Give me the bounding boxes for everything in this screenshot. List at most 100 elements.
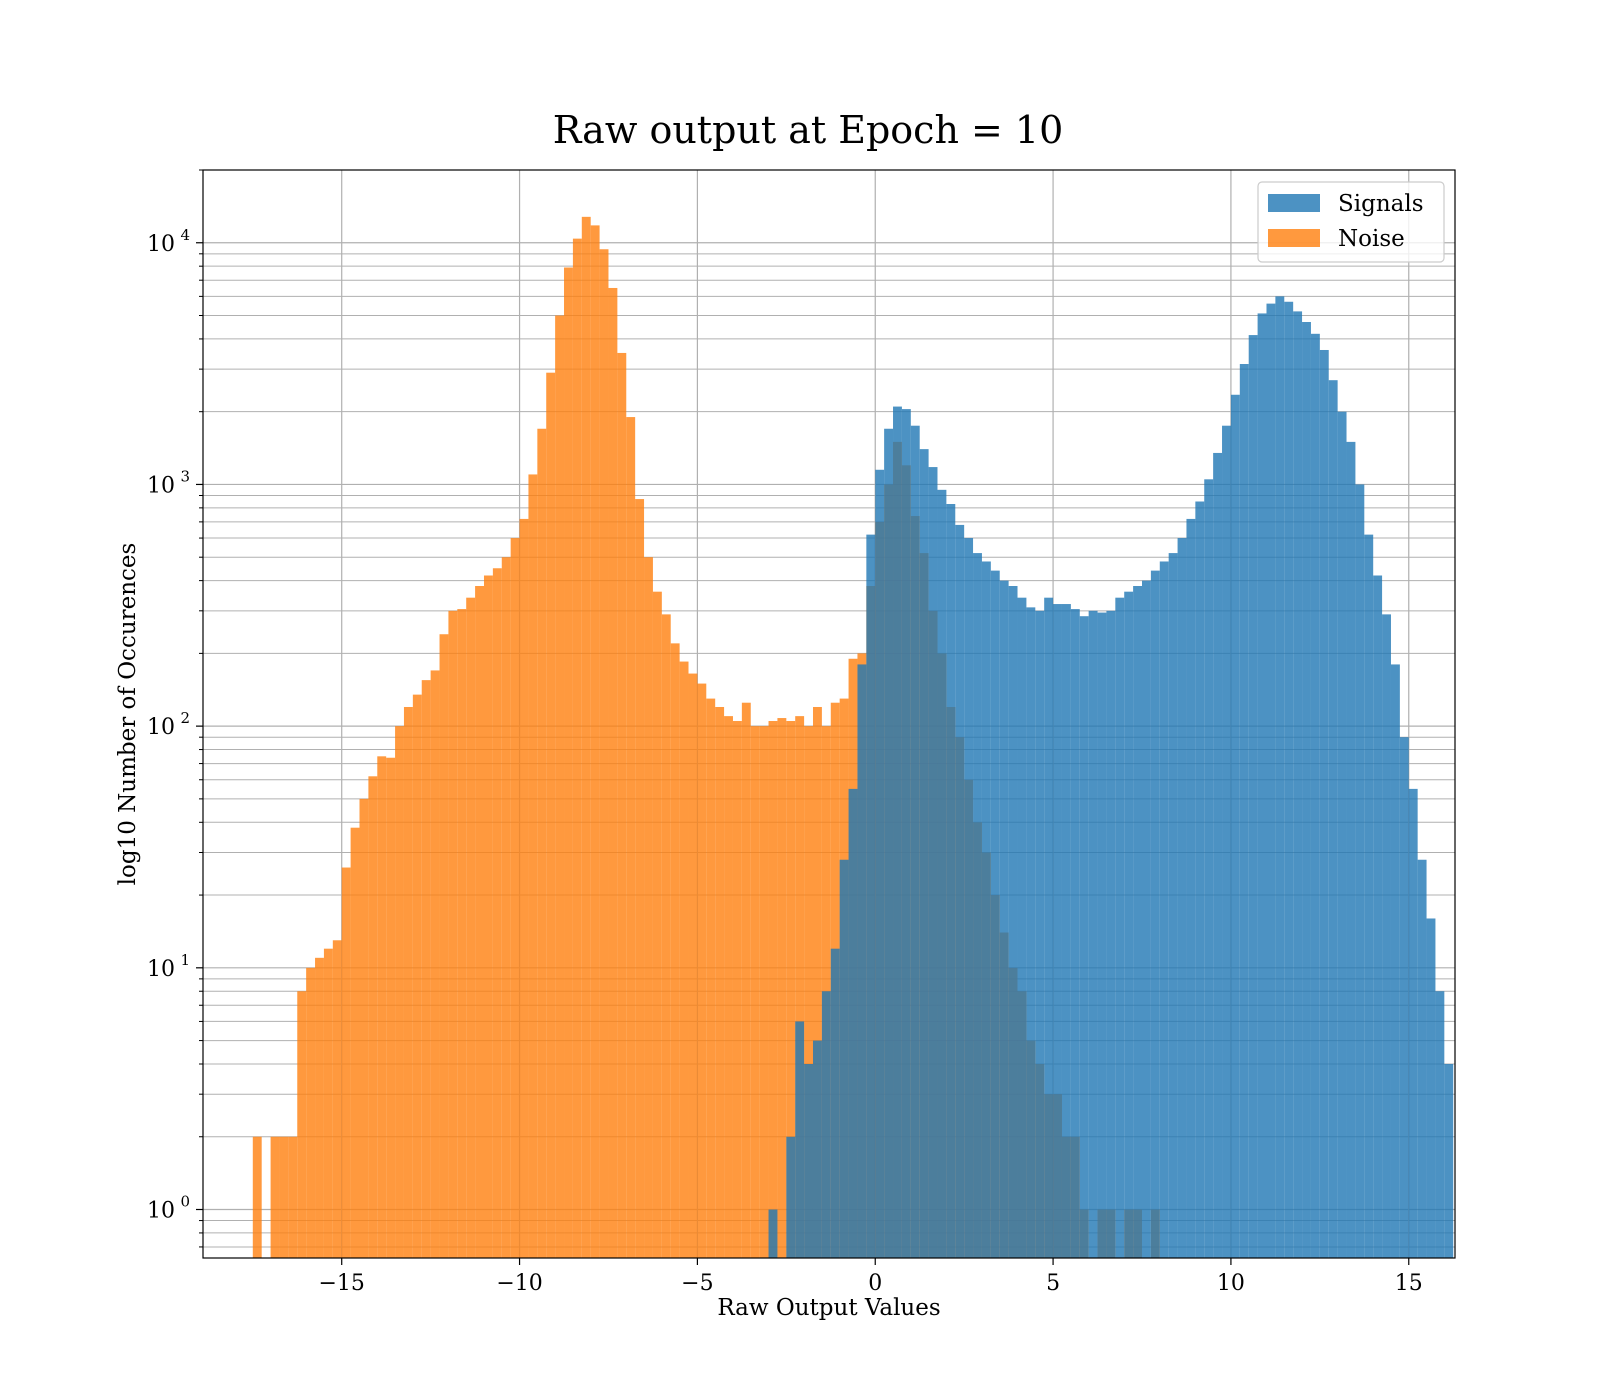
x-tick-label: 15	[1395, 1271, 1423, 1296]
histogram-bar-signals	[1302, 322, 1311, 1258]
legend-label-noise: Noise	[1338, 226, 1405, 252]
histogram-bar-signals	[1044, 597, 1054, 1258]
histogram-bar-noise	[795, 716, 805, 1258]
histogram-bar-signals	[804, 1063, 813, 1258]
histogram-bar-noise	[279, 1136, 289, 1258]
histogram-bar-signals	[1088, 610, 1098, 1258]
histogram-bar-noise	[617, 352, 627, 1259]
histogram-bar-noise	[812, 706, 822, 1258]
x-axis-label: Raw Output Values	[717, 1295, 940, 1321]
histogram-bar-signals	[1097, 612, 1107, 1258]
histogram-bar-noise	[297, 991, 307, 1258]
histogram-bar-noise	[377, 756, 387, 1258]
histogram-bar-signals	[1070, 609, 1080, 1258]
histogram-bar-signals	[990, 570, 1000, 1258]
legend-swatch-signals	[1268, 194, 1320, 212]
histogram-bar-noise	[635, 499, 645, 1258]
histogram-bar-noise	[670, 643, 680, 1258]
histogram-bar-signals	[839, 859, 849, 1258]
y-tick-exponent: 0	[180, 1193, 190, 1211]
histogram-bar-signals	[875, 469, 885, 1258]
histogram-bar-signals	[1275, 296, 1285, 1258]
y-axis-label: log10 Number of Occurences	[115, 543, 141, 886]
histogram-bar-noise	[768, 721, 778, 1258]
histogram-bar-noise	[501, 557, 511, 1258]
y-tick-exponent: 2	[180, 709, 190, 727]
y-tick-label: 10	[147, 232, 175, 257]
histogram-bar-noise	[555, 315, 565, 1258]
histogram-bar-signals	[1142, 580, 1151, 1258]
histogram-bar-signals	[1390, 664, 1400, 1258]
histogram-bar-noise	[706, 698, 716, 1258]
histogram-bar-signals	[1399, 737, 1409, 1258]
histogram-bar-noise	[350, 827, 360, 1258]
histogram-bar-signals	[937, 489, 947, 1258]
histogram-bar-signals	[1284, 301, 1294, 1258]
histogram-bar-signals	[928, 467, 938, 1258]
histogram-bar-noise	[492, 568, 502, 1258]
histogram-bar-signals	[1168, 553, 1178, 1258]
histogram-bar-signals	[946, 503, 956, 1258]
histogram-bar-signals	[1248, 335, 1258, 1258]
x-axis-ticks: −15 −10 −5 0 5 10 15	[318, 1258, 1423, 1296]
histogram-bar-noise	[475, 586, 484, 1258]
x-tick-label: 10	[1217, 1271, 1245, 1296]
histogram-bar-signals	[1293, 311, 1303, 1258]
histogram-bar-noise	[679, 661, 689, 1258]
histogram-bar-signals	[1337, 411, 1347, 1259]
histogram-bar-signals	[1017, 597, 1027, 1258]
histogram-bar-noise	[421, 680, 431, 1258]
histogram-bar-signals	[1053, 604, 1062, 1258]
y-tick-exponent: 3	[180, 467, 190, 485]
histogram-bar-signals	[1364, 534, 1374, 1258]
histogram-bar-noise	[483, 575, 493, 1258]
x-tick-label: −5	[681, 1271, 713, 1296]
histogram-bar-noise	[315, 957, 324, 1258]
histogram-bar-noise	[626, 417, 636, 1259]
histogram-bar-signals	[768, 1209, 778, 1258]
histogram-bar-signals	[1106, 610, 1116, 1258]
histogram-bar-noise	[661, 614, 671, 1258]
histogram-bar-signals	[981, 561, 991, 1258]
histogram-bar-signals	[786, 1136, 796, 1258]
histogram-bar-signals	[893, 406, 902, 1258]
histogram-bar-noise	[741, 702, 751, 1258]
histogram-bar-noise	[386, 757, 396, 1258]
histogram-bar-signals	[884, 428, 894, 1258]
histogram-bar-signals	[1444, 1063, 1454, 1258]
x-tick-label: −15	[318, 1271, 364, 1296]
histogram-bar-noise	[252, 1136, 262, 1258]
x-tick-label: 0	[868, 1271, 882, 1296]
histogram-bar-noise	[599, 249, 609, 1258]
histogram-bar-signals	[964, 538, 974, 1258]
histogram-bar-signals	[1382, 614, 1391, 1258]
histogram-bar-signals	[1133, 586, 1142, 1258]
histogram-bar-noise	[581, 216, 591, 1259]
histogram-bar-noise	[306, 967, 316, 1258]
histogram-bar-signals	[1204, 479, 1214, 1258]
histogram-bar-signals	[1213, 452, 1223, 1258]
histogram-bar-signals	[1426, 918, 1436, 1258]
histogram-bar-signals	[1346, 441, 1356, 1258]
histogram-bar-signals	[1373, 575, 1383, 1258]
y-tick-exponent: 1	[180, 951, 190, 969]
histogram-bar-signals	[1222, 425, 1231, 1258]
histogram-bar-signals	[812, 1040, 822, 1258]
histogram-bar-noise	[439, 634, 449, 1258]
histogram-bar-noise	[759, 726, 769, 1258]
legend: Signals Noise	[1257, 181, 1445, 263]
y-tick-label: 10	[147, 715, 175, 740]
histogram-bar-signals	[795, 1021, 805, 1258]
histogram-bar-signals	[1115, 597, 1125, 1258]
histogram-bar-signals	[1319, 349, 1329, 1259]
histogram-bar-signals	[1061, 604, 1071, 1258]
histogram-bar-signals	[1266, 303, 1276, 1258]
y-tick-label: 10	[147, 473, 175, 498]
legend-swatch-noise	[1268, 229, 1320, 247]
histogram-bar-noise	[412, 694, 422, 1258]
histogram-bar-noise	[395, 726, 404, 1258]
y-tick-label: 10	[147, 957, 175, 982]
histogram-bar-signals	[1230, 394, 1240, 1259]
histogram-bar-signals	[1124, 591, 1134, 1258]
